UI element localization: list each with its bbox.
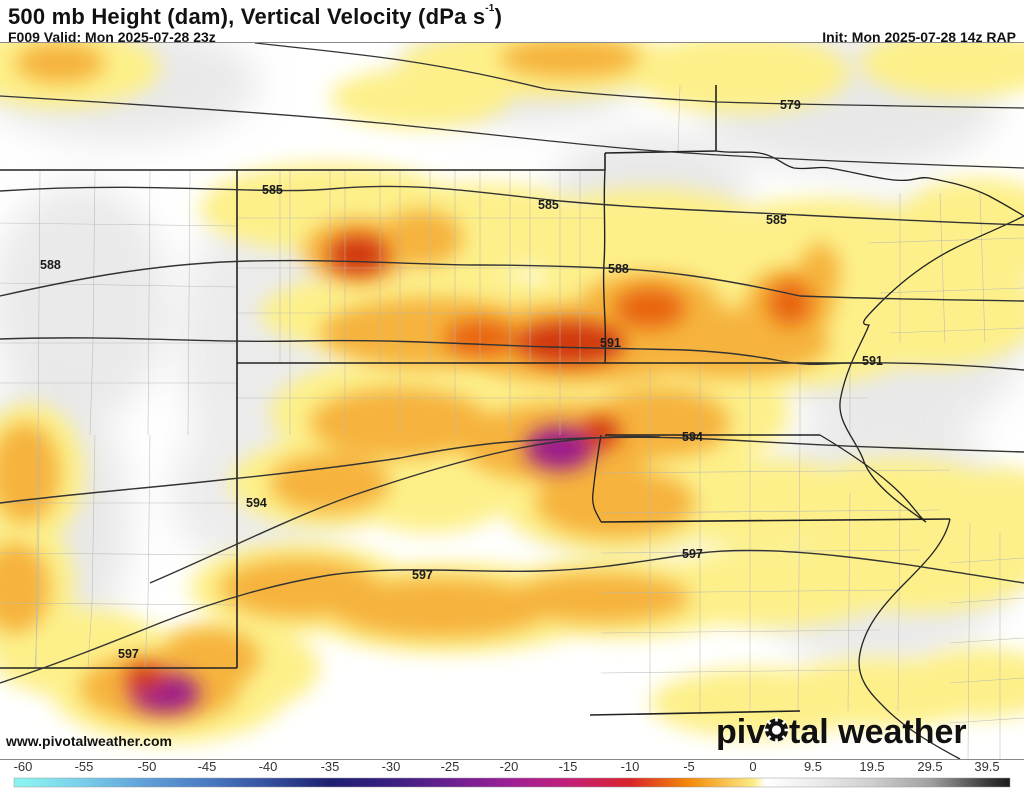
- svg-text:591: 591: [862, 354, 883, 368]
- svg-text:19.5: 19.5: [859, 759, 884, 774]
- svg-text:579: 579: [780, 98, 801, 112]
- svg-text:585: 585: [766, 213, 787, 227]
- svg-text:-20: -20: [500, 759, 519, 774]
- svg-text:597: 597: [118, 647, 139, 661]
- svg-text:597: 597: [682, 547, 703, 561]
- svg-text:tal weather: tal weather: [789, 713, 967, 751]
- svg-text:-25: -25: [441, 759, 460, 774]
- svg-text:29.5: 29.5: [917, 759, 942, 774]
- svg-text:-15: -15: [559, 759, 578, 774]
- svg-text:39.5: 39.5: [974, 759, 999, 774]
- svg-text:588: 588: [608, 262, 629, 276]
- svg-text:585: 585: [538, 198, 559, 212]
- svg-text:594: 594: [682, 430, 703, 444]
- svg-text:0: 0: [749, 759, 756, 774]
- svg-text:591: 591: [600, 336, 621, 350]
- svg-text:-60: -60: [14, 759, 33, 774]
- svg-text:9.5: 9.5: [804, 759, 822, 774]
- svg-text:-40: -40: [259, 759, 278, 774]
- svg-text:-30: -30: [382, 759, 401, 774]
- svg-text:-55: -55: [75, 759, 94, 774]
- svg-text:-45: -45: [198, 759, 217, 774]
- svg-text:588: 588: [40, 258, 61, 272]
- svg-text:585: 585: [262, 183, 283, 197]
- svg-text:-50: -50: [138, 759, 157, 774]
- svg-text:597: 597: [412, 568, 433, 582]
- svg-text:-35: -35: [321, 759, 340, 774]
- svg-text:piv: piv: [716, 713, 765, 751]
- svg-text:-5: -5: [683, 759, 695, 774]
- svg-text:-10: -10: [621, 759, 640, 774]
- svg-text:594: 594: [246, 496, 267, 510]
